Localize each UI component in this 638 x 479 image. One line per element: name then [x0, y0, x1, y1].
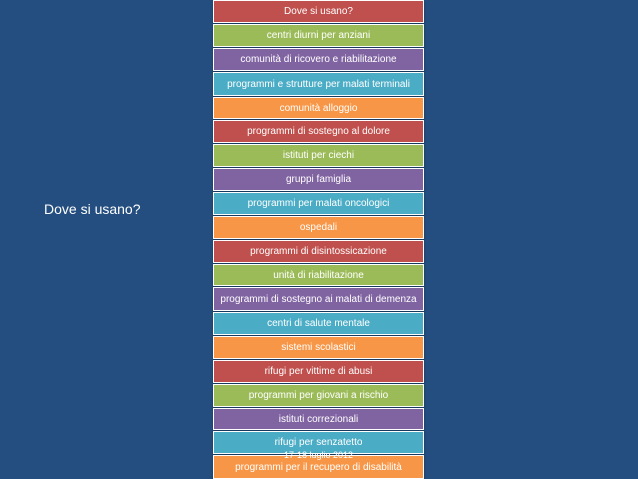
list-item: programmi di disintossicazione — [213, 240, 424, 263]
list-item-label: programmi di disintossicazione — [250, 246, 387, 257]
list-item: comunità alloggio — [213, 97, 424, 119]
list-item: gruppi famiglia — [213, 168, 424, 191]
list-item-label: centri diurni per anziani — [266, 30, 371, 41]
list-item-label: programmi per il recupero di disabilità — [235, 461, 402, 473]
list-item: programmi per giovani a rischio — [213, 384, 424, 407]
list-item: programmi per malati oncologici — [213, 192, 424, 215]
list-item-label: ospedali — [299, 222, 338, 233]
list-item-label: istituti correzionali — [278, 413, 359, 425]
list-item-label: comunità di ricovero e riabilitazione — [240, 54, 397, 65]
list-item-label: programmi di sostegno ai malati di demen… — [220, 293, 417, 305]
list-item: comunità di ricovero e riabilitazione — [213, 48, 424, 71]
list-item: istituti correzionali — [213, 408, 424, 430]
list-item: rifugi per vittime di abusi — [213, 360, 424, 383]
list-item-label: gruppi famiglia — [285, 174, 352, 185]
list-item-label: programmi per malati oncologici — [247, 198, 390, 209]
list-item: sistemi scolastici — [213, 336, 424, 359]
list-item-label: programmi di sostegno al dolore — [247, 126, 390, 137]
list-item: programmi per il recupero di disabilità — [213, 455, 424, 479]
list-item-label: rifugi per vittime di abusi — [264, 366, 373, 377]
usage-list: Dove si usano? centri diurni per anziani… — [213, 0, 424, 479]
list-item-label: programmi e strutture per malati termina… — [227, 78, 410, 90]
list-item-label: Dove si usano? — [284, 6, 353, 17]
list-item-label: istituti per ciechi — [282, 150, 355, 161]
list-item: centri di salute mentale — [213, 312, 424, 335]
list-item: programmi di sostegno al dolore — [213, 120, 424, 143]
slide-title: Dove si usano? — [44, 201, 141, 217]
list-item: centri diurni per anziani — [213, 24, 424, 47]
list-item: unità di riabilitazione — [213, 264, 424, 286]
list-item: programmi di sostegno ai malati di demen… — [213, 287, 424, 311]
list-item: istituti per ciechi — [213, 144, 424, 167]
list-item-label: comunità alloggio — [279, 102, 358, 114]
list-item: rifugi per senzatetto — [213, 431, 424, 454]
list-item: programmi e strutture per malati termina… — [213, 72, 424, 96]
list-item: Dove si usano? — [213, 0, 424, 23]
list-item: ospedali — [213, 216, 424, 239]
list-item-label: centri di salute mentale — [267, 318, 370, 329]
list-item-label: unità di riabilitazione — [273, 269, 364, 281]
list-item-label: sistemi scolastici — [281, 342, 356, 353]
list-item-label: rifugi per senzatetto — [274, 437, 363, 448]
list-item-label: programmi per giovani a rischio — [248, 390, 389, 401]
